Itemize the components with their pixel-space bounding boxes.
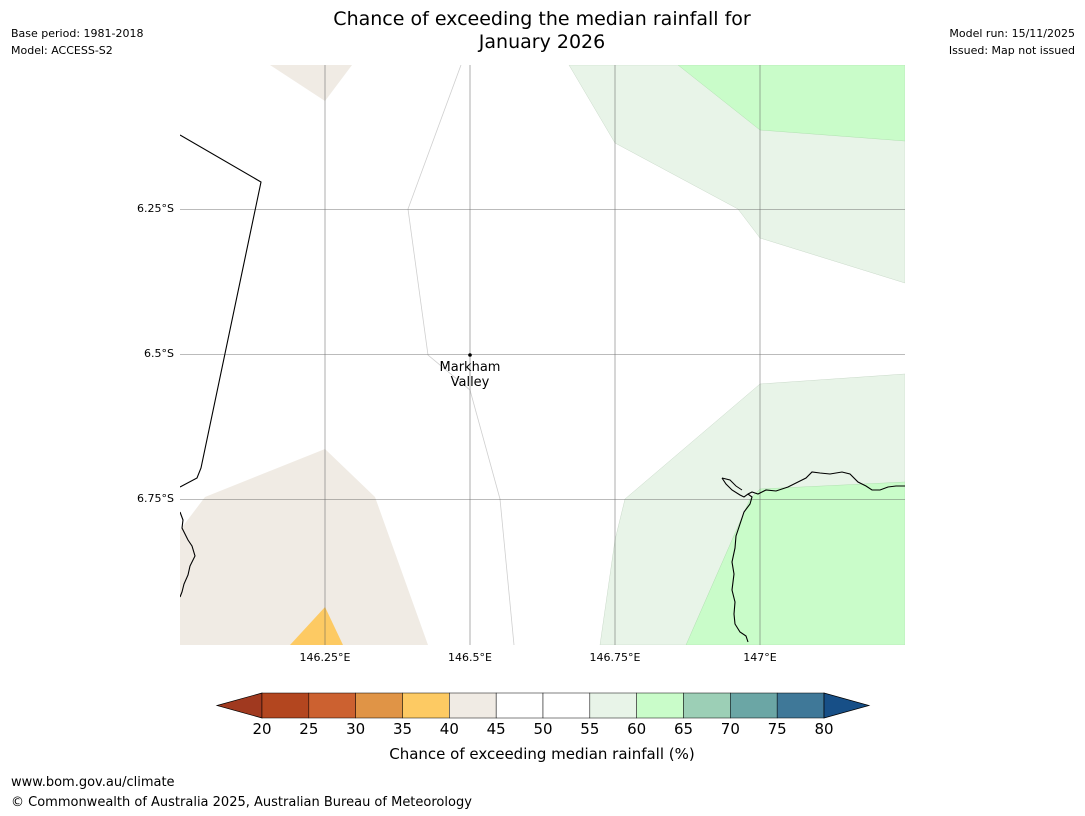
colorbar-label: Chance of exceeding median rainfall (%) [389, 745, 695, 763]
colorbar-tick-label: 45 [486, 720, 506, 738]
colorbar-tick-label: 40 [439, 720, 459, 738]
colorbar-segment [261, 692, 310, 719]
colorbar-extend-low [215, 692, 263, 719]
title-line-2: January 2026 [478, 31, 606, 53]
colorbar-tick-label: 50 [533, 720, 553, 738]
lon-label-146-25: 146.25°E [299, 651, 351, 664]
footer-copyright: © Commonwealth of Australia 2025, Austra… [11, 795, 472, 810]
coastline-inlet [721, 477, 743, 491]
place-name-line-2: Valley [450, 375, 490, 390]
contour-45 [407, 65, 515, 645]
colorbar-tick-label: 75 [767, 720, 787, 738]
markham-valley-marker [468, 353, 472, 357]
lat-label-6-5: 6.5°S [144, 347, 174, 360]
colorbar-segment [402, 692, 450, 719]
colorbar-tick-label: 25 [299, 720, 319, 738]
lon-label-146-75: 146.75°E [589, 651, 641, 664]
issued-status: Issued: Map not issued [948, 44, 1075, 57]
colorbar-tick-label: 80 [814, 720, 834, 738]
place-name-line-1: Markham [439, 360, 501, 375]
place-label-markham-valley: Markham Valley [420, 360, 520, 390]
colorbar-tick-label: 35 [392, 720, 413, 738]
graticule [180, 65, 905, 645]
lat-label-6-25: 6.25°S [137, 202, 174, 215]
colorbar-tick-label: 55 [580, 720, 600, 738]
colorbar-segment [495, 692, 544, 719]
map-plot-area [180, 65, 905, 645]
region-40-45-north [270, 65, 352, 101]
lon-label-146-5: 146.5°E [448, 651, 492, 664]
colorbar-segment [589, 692, 637, 719]
colorbar-segment [776, 692, 825, 719]
model-run: Model run: 15/11/2025 [949, 27, 1075, 40]
colorbar-tick-label: 70 [720, 720, 740, 738]
lat-label-6-75: 6.75°S [137, 492, 174, 505]
footer-url[interactable]: www.bom.gov.au/climate [11, 775, 175, 790]
colorbar-segment [636, 692, 684, 719]
colorbar-tick-label: 30 [346, 720, 366, 738]
colorbar-tick-label: 65 [673, 720, 694, 738]
colorbar-segment [730, 692, 778, 719]
colorbar-segment [449, 692, 497, 719]
province-boundary [180, 134, 262, 488]
colorbar-extend-high [823, 692, 871, 719]
colorbar-segment [542, 692, 591, 719]
region-60-65-northeast [677, 65, 905, 142]
colorbar-segment [683, 692, 731, 719]
region-40-45-southwest [180, 449, 428, 645]
map-title: Chance of exceeding the median rainfall … [242, 8, 842, 54]
coastline-west [180, 511, 196, 598]
colorbar-tick-label: 20 [252, 720, 272, 738]
lon-label-147: 147°E [743, 651, 777, 664]
region-35-40-south [290, 607, 343, 645]
base-period: Base period: 1981-2018 [11, 27, 144, 40]
colorbar-segment [308, 692, 356, 719]
coastline-north [747, 471, 905, 495]
colorbar [215, 692, 871, 719]
coastline-east [721, 477, 753, 643]
colorbar-tick-label: 60 [627, 720, 647, 738]
model-name: Model: ACCESS-S2 [11, 44, 113, 57]
title-line-1: Chance of exceeding the median rainfall … [333, 8, 751, 30]
colorbar-segment [355, 692, 403, 719]
